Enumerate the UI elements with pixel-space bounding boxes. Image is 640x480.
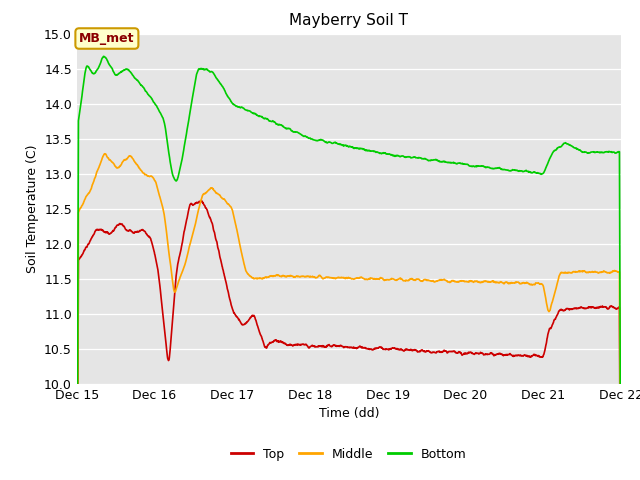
Y-axis label: Soil Temperature (C): Soil Temperature (C) bbox=[26, 144, 38, 273]
Top bbox=[338, 343, 346, 348]
Line: Top: Top bbox=[77, 201, 621, 480]
Bottom bbox=[338, 142, 346, 148]
Bottom bbox=[601, 149, 609, 155]
Top bbox=[198, 198, 206, 204]
Top bbox=[602, 304, 609, 310]
Text: MB_met: MB_met bbox=[79, 32, 134, 45]
Bottom bbox=[100, 53, 108, 59]
Top bbox=[601, 304, 609, 310]
Bottom bbox=[101, 54, 109, 60]
Middle bbox=[100, 151, 108, 156]
Bottom bbox=[323, 140, 331, 145]
Bottom bbox=[602, 149, 609, 155]
X-axis label: Time (dd): Time (dd) bbox=[319, 408, 379, 420]
Line: Middle: Middle bbox=[77, 154, 621, 480]
Bottom bbox=[502, 167, 509, 173]
Line: Bottom: Bottom bbox=[77, 56, 621, 480]
Middle bbox=[601, 269, 609, 275]
Top bbox=[100, 229, 108, 235]
Legend: Top, Middle, Bottom: Top, Middle, Bottom bbox=[226, 443, 472, 466]
Middle bbox=[323, 275, 331, 280]
Middle bbox=[338, 275, 346, 280]
Middle bbox=[502, 279, 509, 285]
Middle bbox=[101, 151, 109, 157]
Middle bbox=[602, 269, 609, 275]
Title: Mayberry Soil T: Mayberry Soil T bbox=[289, 13, 408, 28]
Top bbox=[323, 343, 331, 348]
Top bbox=[502, 352, 509, 358]
